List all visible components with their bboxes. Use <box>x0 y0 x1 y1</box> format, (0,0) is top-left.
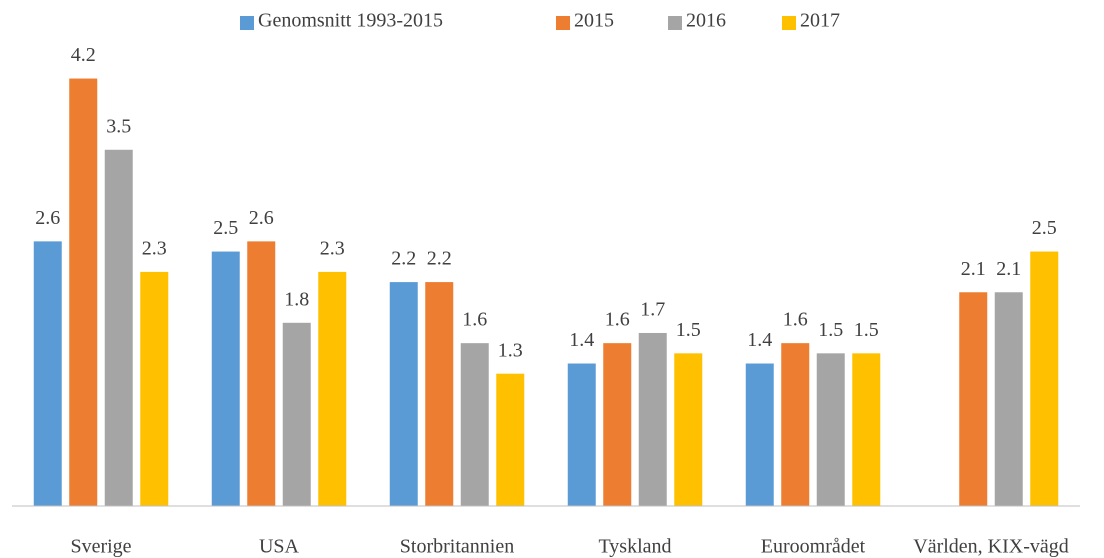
data-label: 1.3 <box>498 339 523 361</box>
legend-label: 2017 <box>800 10 840 32</box>
data-label: 1.6 <box>462 309 487 331</box>
legend-swatch <box>556 16 570 30</box>
bar <box>781 343 810 506</box>
x-tick-label: Storbritannien <box>400 536 514 558</box>
bar <box>104 149 133 506</box>
legend-label: 2016 <box>686 10 726 32</box>
data-label: 1.5 <box>676 319 701 341</box>
legend-swatch <box>240 16 254 30</box>
bar <box>318 271 347 506</box>
bar <box>496 373 525 506</box>
data-label: 1.4 <box>747 329 772 351</box>
legend-swatch <box>782 16 796 30</box>
bar <box>1030 251 1059 506</box>
bar <box>745 363 774 506</box>
data-label: 1.5 <box>854 319 879 341</box>
data-label: 2.3 <box>320 238 345 260</box>
bar <box>140 271 169 506</box>
bar <box>959 292 988 506</box>
bar <box>33 241 62 506</box>
legend-label: 2015 <box>574 10 614 32</box>
bar <box>994 292 1023 506</box>
data-label: 1.7 <box>640 299 665 321</box>
legend-swatch <box>668 16 682 30</box>
data-label: 1.5 <box>818 319 843 341</box>
x-tick-label: Världen, KIX-vägd <box>913 536 1069 558</box>
data-label: 2.3 <box>142 238 167 260</box>
bar <box>567 363 596 506</box>
legend-label: Genomsnitt 1993-2015 <box>258 10 443 32</box>
x-tick-label: Euroområdet <box>761 536 866 558</box>
data-label: 2.1 <box>961 258 986 280</box>
bar <box>69 78 98 507</box>
bar <box>638 332 667 506</box>
data-label: 2.2 <box>391 248 416 270</box>
x-tick-label: Sverige <box>70 536 131 558</box>
bar <box>425 282 454 506</box>
bar <box>389 282 418 506</box>
bar <box>460 343 489 506</box>
data-label: 3.5 <box>106 115 131 137</box>
x-tick-label: Tyskland <box>598 536 671 558</box>
bar <box>247 241 276 506</box>
data-label: 1.8 <box>284 288 309 310</box>
data-label: 2.2 <box>427 248 452 270</box>
x-tick-label: USA <box>259 536 300 558</box>
data-label: 2.5 <box>213 217 238 239</box>
data-label: 2.1 <box>996 258 1021 280</box>
bar <box>674 353 703 506</box>
data-label: 2.5 <box>1032 217 1057 239</box>
bar <box>816 353 845 506</box>
data-label: 1.4 <box>569 329 594 351</box>
data-label: 2.6 <box>249 207 274 229</box>
data-label: 2.6 <box>35 207 60 229</box>
data-label: 4.2 <box>71 44 96 66</box>
bar <box>282 322 311 506</box>
data-label: 1.6 <box>783 309 808 331</box>
bar <box>603 343 632 506</box>
data-label: 1.6 <box>605 309 630 331</box>
bar <box>852 353 881 506</box>
bar <box>211 251 240 506</box>
